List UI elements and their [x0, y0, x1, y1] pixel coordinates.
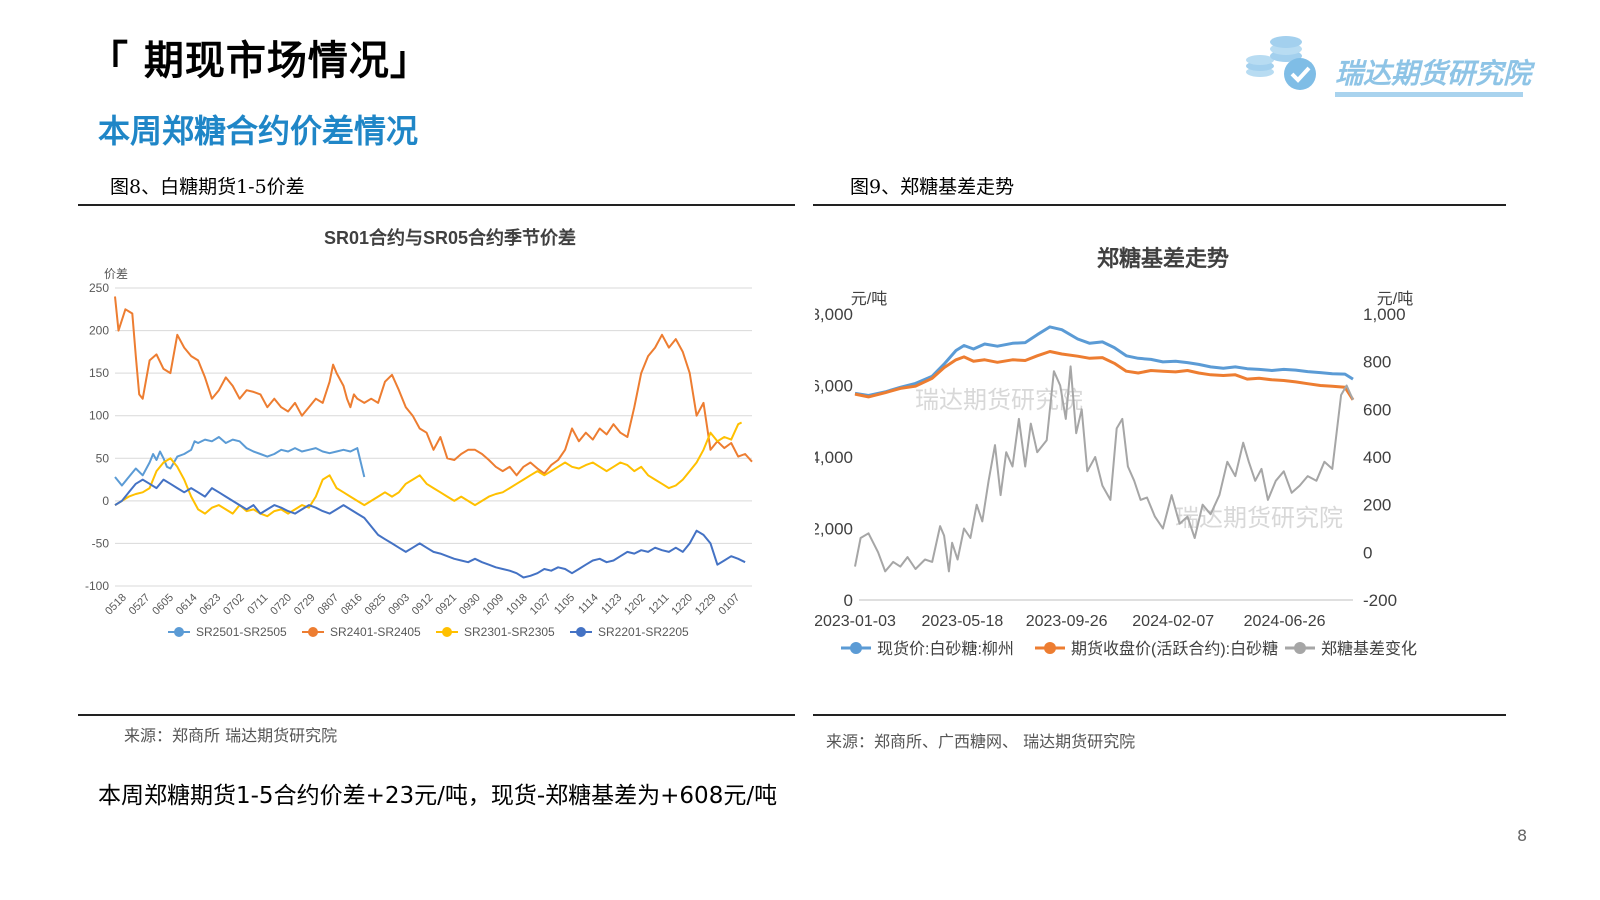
x-tick-label: 1220	[669, 592, 695, 618]
right-y-tick-label: -200	[1363, 591, 1397, 610]
logo-underline	[1335, 92, 1523, 97]
left-y-tick-label: 2,000	[815, 520, 853, 539]
series-line	[114, 478, 746, 579]
y-tick-label: 50	[96, 451, 110, 465]
legend-marker	[442, 627, 452, 637]
x-tick-label: 1123	[599, 592, 624, 617]
basis-chart: 郑糖基差走势 元/吨 元/吨 瑞达期货研究院 瑞达期货研究院 8,000 6,00…	[815, 246, 1417, 658]
right-y-tick-label: 800	[1363, 353, 1391, 372]
left-y-tick-label: 6,000	[815, 377, 853, 396]
legend-label: SR2201-SR2205	[598, 625, 689, 639]
y-tick-label: 150	[89, 366, 109, 380]
legend-marker	[174, 627, 184, 637]
right-y-tick-label: 200	[1363, 496, 1391, 515]
legend-label: SR2301-SR2305	[464, 625, 555, 639]
figure8-source: 来源：郑商所 瑞达期货研究院	[124, 726, 338, 745]
x-tick-label: 0527	[127, 592, 153, 618]
chart-title: 郑糖基差走势	[1097, 246, 1229, 271]
right-y-tick-label: 0	[1363, 543, 1372, 562]
legend-label: 期货收盘价(活跃合约):白砂糖	[1071, 639, 1278, 658]
x-tick-label: 1105	[552, 592, 577, 617]
x-tick-label: 0825	[363, 592, 389, 618]
series-line	[854, 365, 1354, 573]
chart-title: SR01合约与SR05合约季节价差	[324, 227, 576, 248]
x-tick-label: 0623	[197, 592, 223, 618]
x-tick-label: 1211	[646, 592, 671, 617]
chart-watermark: 瑞达期货研究院	[1175, 505, 1343, 532]
y-axis-label: 价差	[104, 267, 128, 281]
x-tick-label: 1018	[504, 592, 530, 618]
series-line	[114, 421, 743, 518]
x-tick-label: 0816	[339, 592, 365, 618]
left-y-tick-label: 0	[844, 591, 853, 610]
y-tick-label: 100	[89, 409, 109, 423]
y-tick-label: 200	[89, 324, 109, 338]
summary-text: 本周郑糖期货1-5合约价差+23元/吨，现货-郑糖基差为+608元/吨	[98, 783, 778, 809]
series-line	[114, 296, 753, 477]
series-line	[854, 325, 1354, 397]
x-tick-label: 0605	[150, 592, 176, 618]
figure9-source: 来源：郑商所、广西糖网、 瑞达期货研究院	[826, 732, 1136, 751]
x-tick-label: 2023-01-03	[815, 613, 896, 630]
x-tick-label: 0807	[315, 592, 341, 618]
figure8-top-rule	[78, 204, 795, 206]
x-tick-label: 0930	[457, 592, 483, 618]
x-tick-label: 1114	[576, 592, 601, 617]
company-logo	[1240, 34, 1530, 98]
legend-label: 现货价:白砂糖:柳州	[877, 640, 1014, 658]
series-line	[854, 350, 1355, 401]
x-tick-label: 0720	[268, 592, 294, 618]
x-tick-label: 1009	[481, 592, 507, 618]
legend-label: SR2501-SR2505	[196, 625, 287, 639]
x-tick-label: 1202	[622, 592, 648, 618]
y-tick-label: -50	[92, 536, 110, 550]
x-tick-label: 0107	[717, 592, 743, 618]
y-tick-label: 250	[89, 281, 109, 295]
x-tick-label: 0518	[103, 592, 129, 618]
legend-label: 郑糖基差变化	[1321, 640, 1417, 658]
legend-marker	[1044, 642, 1056, 654]
page-title: 「 期现市场情况」	[88, 38, 431, 84]
right-y-tick-label: 400	[1363, 448, 1391, 467]
legend-marker	[308, 627, 318, 637]
x-tick-label: 0711	[245, 592, 270, 617]
page-number: 8	[1517, 826, 1528, 845]
legend-marker	[576, 627, 586, 637]
x-tick-label: 0729	[292, 592, 318, 618]
legend-marker	[850, 642, 862, 654]
x-tick-label: 1229	[693, 592, 719, 618]
left-y-tick-label: 8,000	[815, 305, 853, 324]
x-tick-label: 0702	[221, 592, 247, 618]
left-axis-unit: 元/吨	[851, 290, 887, 308]
x-tick-label: 2023-09-26	[1026, 613, 1108, 630]
right-y-tick-label: 1,000	[1363, 305, 1406, 324]
y-tick-label: 0	[102, 494, 109, 508]
x-tick-label: 2024-06-26	[1244, 613, 1326, 630]
figure9-bottom-rule	[813, 714, 1506, 716]
spread-chart: SR01合约与SR05合约季节价差 价差 250 200 150 100 50 0 -50 -…	[85, 227, 753, 639]
series-line	[114, 436, 366, 487]
x-tick-label: 0912	[410, 592, 436, 618]
x-tick-label: 0921	[433, 592, 459, 618]
figure8-caption: 图8、白糖期货1-5价差	[110, 176, 305, 198]
x-tick-label: 2023-05-18	[921, 613, 1003, 630]
legend-label: SR2401-SR2405	[330, 625, 421, 639]
x-tick-label: 0903	[386, 592, 412, 618]
chart-watermark: 瑞达期货研究院	[915, 387, 1083, 414]
figure9-top-rule	[813, 204, 1506, 206]
section-title: 本周郑糖合约价差情况	[98, 112, 419, 150]
x-tick-label: 1027	[528, 592, 554, 618]
x-tick-label: 2024-02-07	[1132, 613, 1214, 630]
right-y-tick-label: 600	[1363, 400, 1391, 419]
x-tick-label: 0614	[174, 592, 200, 618]
legend-marker	[1294, 642, 1306, 654]
left-y-tick-label: 4,000	[815, 448, 853, 467]
y-tick-label: -100	[85, 579, 109, 593]
figure9-caption: 图9、郑糖基差走势	[850, 176, 1015, 198]
right-axis-unit: 元/吨	[1377, 290, 1413, 308]
logo-text: 瑞达期货研究院	[1335, 57, 1532, 90]
figure8-bottom-rule	[78, 714, 795, 716]
coins-logo-icon	[1246, 36, 1316, 90]
